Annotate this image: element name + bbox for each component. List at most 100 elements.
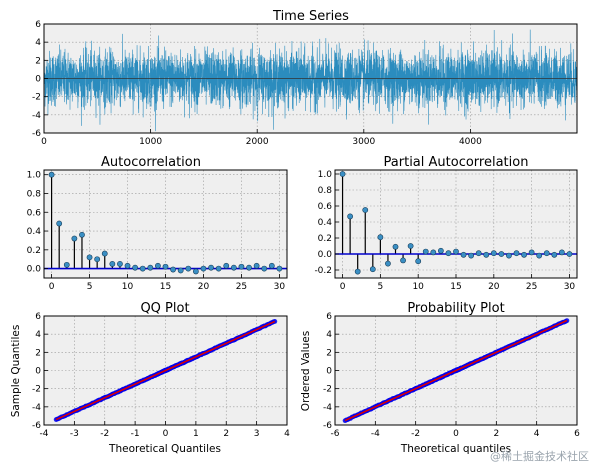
pacf-marker <box>543 250 550 257</box>
acf-marker <box>268 262 275 269</box>
acf-marker <box>215 265 222 272</box>
acf-marker <box>246 264 252 271</box>
qq-ytick-label: 0 <box>35 367 41 377</box>
acf-marker <box>155 262 161 269</box>
qq-xtick-label: -4 <box>40 429 49 439</box>
time-series-title: Time Series <box>272 9 349 24</box>
qq-ytick-label: -4 <box>32 403 41 413</box>
qq-ytick-label: 6 <box>35 312 41 322</box>
prob-xtick-label: 4 <box>534 429 540 439</box>
acf-marker <box>200 265 207 272</box>
acf-xtick-label: 5 <box>87 282 93 292</box>
acf-title: Autocorrelation <box>101 155 201 170</box>
ts-xtick-label: 3000 <box>352 137 375 147</box>
qq-title: QQ Plot <box>140 301 189 316</box>
acf-marker <box>208 264 214 271</box>
acf-ytick-label: 0.8 <box>27 189 42 199</box>
acf-ytick-label: 0.0 <box>27 265 42 275</box>
pacf-marker <box>347 213 354 220</box>
acf-marker <box>124 262 131 269</box>
pacf-marker <box>513 250 520 257</box>
prob-fit-line <box>344 319 568 422</box>
acf-marker <box>71 235 78 242</box>
pacf-marker <box>407 243 414 249</box>
pacf-marker <box>498 251 505 257</box>
prob-xtick-label: -6 <box>331 429 340 439</box>
acf-marker <box>170 266 176 273</box>
prob-ytick-label: 6 <box>326 312 332 322</box>
prob-axes-frame <box>334 315 578 426</box>
pacf-xtick-label: 10 <box>412 282 424 292</box>
ts-ytick-label: 2 <box>35 56 41 66</box>
pacf-xtick-label: 25 <box>526 282 537 292</box>
acf-panel: Autocorrelation 0 5 10 15 20 25 30 0.0 0.2 0.4 0.6… <box>27 155 288 292</box>
prob-ytick-label: -4 <box>323 403 332 413</box>
acf-xtick-label: 15 <box>160 282 171 292</box>
acf-marker <box>162 263 169 270</box>
prob-ytick-label: 4 <box>326 330 332 340</box>
pacf-axes-frame <box>334 169 578 279</box>
pacf-marker <box>339 171 346 177</box>
acf-marker <box>276 265 283 272</box>
qq-xtick-label: 2 <box>223 429 229 439</box>
pacf-ytick-label: 0.8 <box>318 186 333 196</box>
acf-marker <box>253 262 260 269</box>
ts-xtick-label: 4000 <box>459 137 482 147</box>
prob-ylabel: Ordered Values <box>300 331 312 411</box>
qq-ytick-label: -6 <box>32 421 41 431</box>
acf-marker <box>177 267 184 274</box>
pacf-marker <box>430 249 437 256</box>
pacf-marker <box>400 257 406 264</box>
acf-ytick-label: 0.6 <box>27 208 42 218</box>
pacf-marker <box>475 250 482 257</box>
pacf-xtick-label: 5 <box>378 282 384 292</box>
ts-ytick-label: 0 <box>35 75 41 85</box>
acf-marker <box>230 264 237 271</box>
prob-ytick-label: -6 <box>323 421 332 431</box>
prob-xlabel: Theoretical quantiles <box>400 443 511 455</box>
qq-panel: QQ Plot Theoretical Quantiles Sample Qua… <box>10 301 290 455</box>
acf-marker <box>139 265 146 272</box>
pacf-marker <box>392 243 399 250</box>
pacf-marker <box>445 250 452 257</box>
qq-xtick-label: 1 <box>193 429 199 439</box>
qq-xlabel: Theoretical Quantiles <box>108 443 221 455</box>
prob-xtick-label: 2 <box>493 429 499 439</box>
pacf-ytick-label: 0.4 <box>318 218 333 228</box>
pacf-ytick-label: 0.0 <box>318 250 333 260</box>
acf-ytick-label: 0.2 <box>27 246 41 256</box>
acf-marker <box>238 263 245 270</box>
pacf-xtick-label: 15 <box>450 282 461 292</box>
ts-ytick-label: -2 <box>32 93 41 103</box>
ts-axes-frame <box>43 23 578 134</box>
acf-marker <box>109 261 116 267</box>
pacf-marker <box>453 248 459 255</box>
prob-ytick-label: 2 <box>326 348 332 358</box>
acf-xtick-label: 10 <box>122 282 134 292</box>
prob-title: Probability Plot <box>407 301 504 316</box>
ts-xtick-label: 2000 <box>246 137 269 147</box>
qq-ylabel: Sample Quantiles <box>10 325 22 418</box>
acf-marker <box>94 256 101 263</box>
acf-marker <box>261 265 268 272</box>
acf-xtick-label: 20 <box>198 282 210 292</box>
pacf-marker <box>506 252 512 259</box>
ts-ytick-label: 4 <box>35 38 41 48</box>
acf-marker <box>117 261 123 267</box>
pacf-xtick-label: 30 <box>564 282 576 292</box>
acf-marker <box>101 250 108 257</box>
ts-xtick-label: 1000 <box>139 137 162 147</box>
pacf-marker <box>490 250 497 257</box>
acf-marker <box>185 265 192 272</box>
acf-xtick-label: 25 <box>236 282 247 292</box>
pacf-title: Partial Autocorrelation <box>384 155 529 170</box>
pacf-marker <box>362 207 369 213</box>
acf-marker <box>56 220 63 227</box>
acf-marker <box>223 262 230 269</box>
pacf-ytick-label: 1.0 <box>318 170 333 180</box>
acf-axes-frame <box>43 169 288 279</box>
qq-ytick-label: -2 <box>32 385 41 395</box>
pacf-xtick-label: 20 <box>488 282 500 292</box>
pacf-marker <box>558 249 565 256</box>
pacf-ytick-label: 0.6 <box>318 202 333 212</box>
